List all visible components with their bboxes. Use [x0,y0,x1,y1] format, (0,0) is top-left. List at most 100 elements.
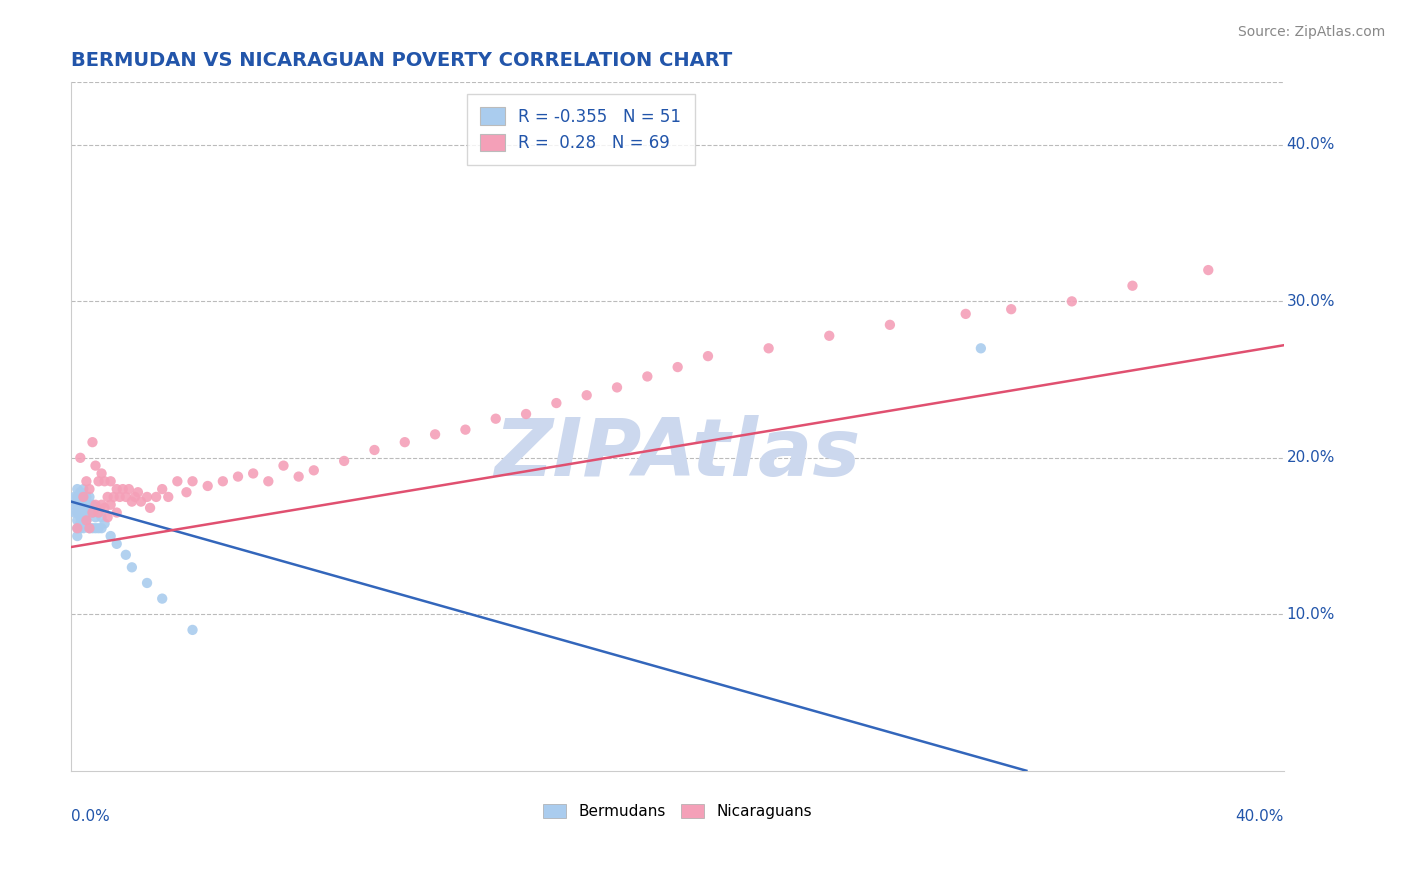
Point [257,475,280,489]
Point [82,435,104,450]
Point [75,506,97,520]
Point [139,500,162,515]
Point [485,411,508,425]
Point [546,396,568,410]
Point [150,591,173,606]
Point [87,506,110,520]
Point [100,529,122,543]
Point [82,521,104,535]
Point [66,482,89,496]
Point [63,490,86,504]
Point [87,475,110,489]
Point [66,498,89,512]
Point [423,427,446,442]
Point [90,521,112,535]
Point [72,506,94,520]
Point [84,458,107,473]
Point [1060,294,1083,309]
Point [72,482,94,496]
Point [72,490,94,504]
Point [66,521,89,535]
Point [97,510,120,524]
Point [66,506,89,520]
Point [105,506,128,520]
Point [242,467,264,481]
Point [84,521,107,535]
Text: 0.0%: 0.0% [72,808,110,823]
Point [84,500,107,515]
Point [82,498,104,512]
Point [100,498,122,512]
Point [114,490,136,504]
Point [129,494,152,508]
Point [75,498,97,512]
Point [176,485,198,500]
Point [105,482,128,496]
Point [114,548,136,562]
Point [84,498,107,512]
Point [121,560,143,574]
Point [226,469,249,483]
Point [394,435,416,450]
Point [1197,263,1219,277]
Point [66,490,89,504]
Point [90,467,112,481]
Point [79,482,101,496]
Point [90,510,112,524]
Point [75,513,97,527]
Point [69,510,91,524]
Point [66,521,89,535]
Point [363,442,385,457]
Legend: R = -0.355   N = 51, R =  0.28   N = 69: R = -0.355 N = 51, R = 0.28 N = 69 [467,95,695,165]
Point [697,349,720,363]
Point [66,513,89,527]
Point [211,475,233,489]
Point [93,475,115,489]
Point [454,423,477,437]
Point [79,498,101,512]
Point [145,490,167,504]
Point [1121,278,1143,293]
Point [879,318,901,332]
Point [127,485,149,500]
Point [79,506,101,520]
Text: 40.0%: 40.0% [1286,137,1334,153]
Text: 40.0%: 40.0% [1236,808,1284,823]
Point [75,490,97,504]
Point [63,498,86,512]
Point [69,494,91,508]
Point [970,341,993,355]
Point [69,485,91,500]
Point [93,516,115,531]
Point [69,490,91,504]
Point [302,463,325,477]
Point [82,506,104,520]
Point [75,475,97,489]
Text: ZIPAtlas: ZIPAtlas [495,415,860,493]
Point [103,490,125,504]
Point [955,307,977,321]
Point [79,490,101,504]
Point [197,479,219,493]
Point [72,498,94,512]
Point [166,475,188,489]
Point [758,341,780,355]
Point [93,500,115,515]
Text: Source: ZipAtlas.com: Source: ZipAtlas.com [1237,25,1385,39]
Point [121,494,143,508]
Point [181,475,204,489]
Point [157,490,180,504]
Point [515,407,537,421]
Point [666,360,689,375]
Point [84,510,107,524]
Point [90,498,112,512]
Point [72,521,94,535]
Point [111,482,134,496]
Point [72,490,94,504]
Point [181,623,204,637]
Point [636,369,658,384]
Text: 10.0%: 10.0% [1286,607,1334,622]
Point [87,506,110,520]
Point [75,513,97,527]
Text: BERMUDAN VS NICARAGUAN POVERTY CORRELATION CHART: BERMUDAN VS NICARAGUAN POVERTY CORRELATI… [72,51,733,70]
